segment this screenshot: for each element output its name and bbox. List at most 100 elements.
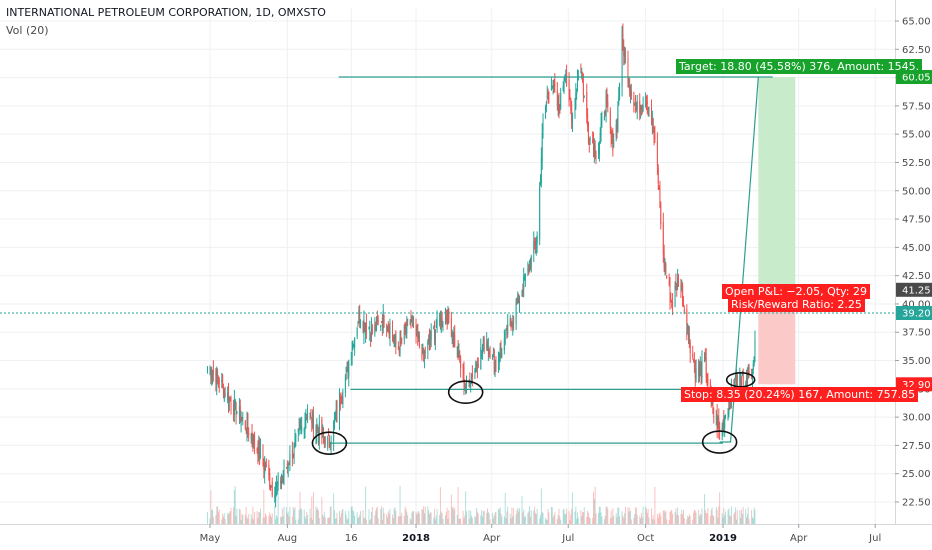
volume-bar [674,512,676,524]
volume-bar [369,519,371,524]
candle-body [245,427,247,432]
candle-body [553,83,555,87]
volume-bar [725,511,727,524]
candle-body [497,359,499,365]
time-axis[interactable]: May Aug 16 2018 Apr Jul Oct 2019 Apr Jul [0,524,932,544]
volume-bar [289,506,291,524]
volume-bar [689,516,691,524]
candle-body [612,133,614,151]
volume-bar [641,517,643,524]
candle-body [454,334,456,347]
price-axis[interactable]: 65.0062.5060.0057.5055.0052.5050.0047.50… [895,0,932,550]
volume-bar [693,509,695,524]
volume-bar [280,517,282,524]
volume-bar [280,516,282,524]
candle-body [716,413,718,432]
volume-bar [241,513,243,524]
candle-body [444,317,446,325]
candle-body [368,328,370,330]
volume-bar [692,519,694,524]
volume-bar [429,512,431,524]
volume-bar [413,511,415,524]
volume-indicator-label[interactable]: Vol (20) [6,24,49,37]
volume-bar [587,510,589,524]
volume-bar [628,511,630,524]
candle-body [618,96,620,105]
candle-body [375,324,377,331]
candle-body [323,428,325,435]
price-tick-label: 65.00 [902,17,931,28]
volume-bar [433,517,435,524]
volume-bar [376,508,378,524]
candle-body [660,204,662,225]
candle-body [275,482,277,488]
candle-body [404,322,406,330]
candle-body [513,317,515,321]
position-zones [758,77,796,385]
volume-bar [703,494,705,524]
candle-body [250,434,252,439]
volume-bar [746,514,748,524]
candle-body [281,476,283,478]
volume-bar [460,518,462,524]
candle-body [676,285,678,291]
volume-bar [439,487,441,524]
volume-bar [540,515,542,524]
volume-bar [446,507,448,524]
volume-bar [434,519,436,524]
candle-body [636,101,638,110]
volume-bar [582,511,584,524]
volume-bar [310,517,312,524]
volume-bar [445,511,447,524]
candle-body [460,359,462,369]
candle-body [524,279,526,281]
candle-body [746,379,748,387]
volume-bar [236,508,238,524]
candle-body [221,379,223,382]
candle-body [558,99,560,113]
candle-body [693,360,695,365]
candle-body [652,118,654,133]
candle-body [534,240,536,245]
candle-body [386,326,388,328]
volume-bar [527,512,529,524]
candle-body [557,101,559,107]
candle-body [423,348,425,354]
candle-body [239,406,241,422]
volume-bar [539,518,541,524]
volume-bar [751,517,753,524]
price-axis-tag-label: 39.20 [902,308,931,319]
candle-body [747,370,749,375]
candle-body [344,376,346,393]
volume-bar [356,511,358,524]
volume-bar [529,506,531,524]
candle-body [259,440,261,458]
volume-bar [345,515,347,524]
candle-body [240,419,242,426]
candle-body [504,332,506,344]
volume-bar [733,513,735,524]
candle-body [677,275,679,286]
candle-body [263,463,265,469]
candle-body [598,149,600,156]
volume-bar [624,513,626,524]
candle-body [417,323,419,338]
volume-bar [571,508,573,524]
stop-label: Stop: 8.35 (20.24%) 167, Amount: 757.85 [681,387,919,402]
volume-bar [599,506,601,524]
candle-body [241,417,243,419]
volume-bar [248,513,250,524]
candle-body [429,339,431,341]
volume-bar [753,507,755,524]
volume-bar [328,517,330,524]
candle-body [291,449,293,459]
volume-bar [659,512,661,524]
volume-bar [688,514,690,524]
volume-bar [452,506,454,524]
candle-body [506,326,508,337]
volume-bar [629,510,631,524]
volume-bar [333,510,335,524]
candle-body [277,475,279,486]
candle-body [700,369,702,376]
